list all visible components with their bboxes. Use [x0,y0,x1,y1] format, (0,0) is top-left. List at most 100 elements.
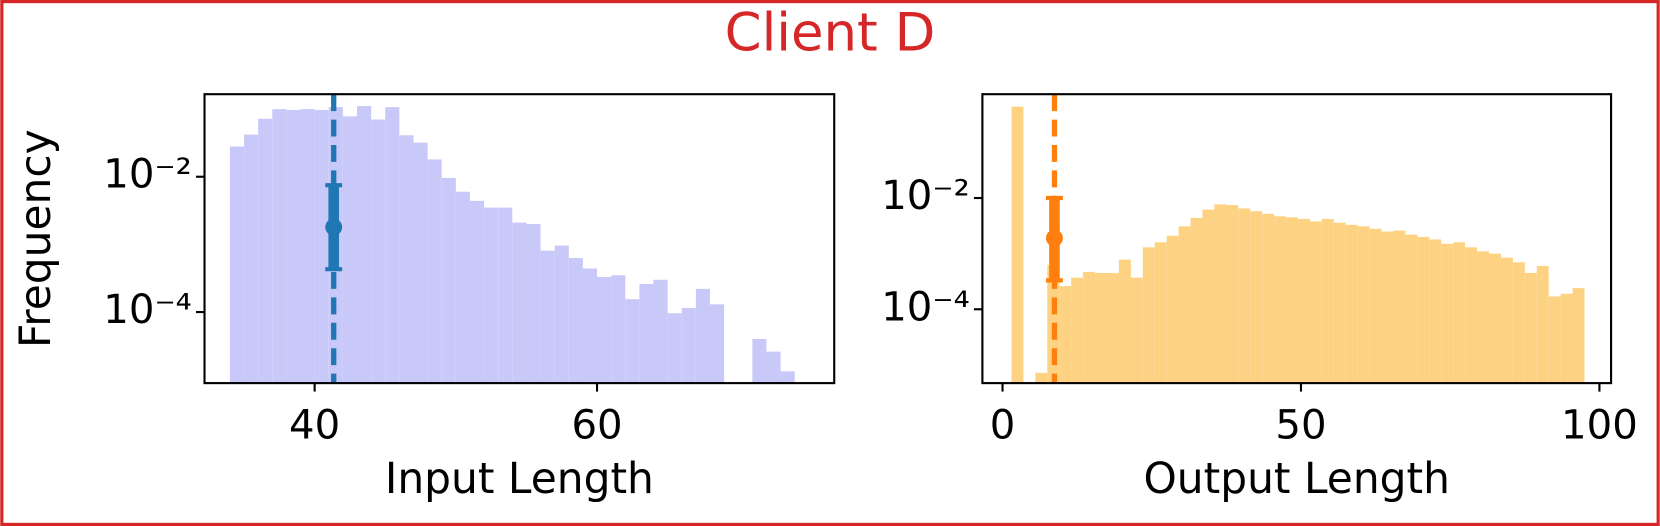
bar [1059,286,1072,384]
bar [540,250,555,384]
bar [639,283,654,384]
bar [1417,236,1430,384]
bar [1393,230,1406,384]
bar [1524,272,1537,384]
bar [244,134,259,384]
bar [1274,216,1287,384]
bar [1453,242,1466,384]
x-axis-label: Output Length [1143,454,1450,503]
bar [1190,217,1203,384]
bar [667,313,682,384]
bar [498,207,513,384]
bar [597,276,612,384]
bar [300,109,315,384]
bar [1286,217,1298,384]
bar [1297,218,1310,384]
bar [1477,251,1489,384]
bar [653,279,668,384]
bar [1142,247,1155,384]
bar [1106,272,1119,384]
x-tick-label: 40 [289,403,340,449]
error-point [1045,229,1063,247]
bar [1333,222,1346,384]
bar [1118,259,1131,384]
bar [526,224,541,384]
bar [1500,257,1513,384]
bar [625,299,640,384]
x-tick-label: 0 [990,403,1016,449]
bar [1226,204,1239,384]
bar [286,109,301,384]
bar [568,257,583,384]
bar [1250,211,1263,384]
bar [455,191,470,384]
bar [427,159,442,384]
y-tick-label: 10⁻⁴ [881,284,970,330]
bar [1369,228,1382,384]
bar [582,268,598,384]
bar [1154,242,1167,384]
bar [709,304,725,384]
y-tick-label: 10⁻² [881,173,970,219]
bar [1166,235,1179,384]
bar [1465,247,1478,384]
bar [1560,293,1573,384]
bar [314,109,329,384]
bar [229,146,245,384]
bar [554,245,569,384]
figure-title: Client D [725,3,936,64]
bar [1548,296,1561,384]
bar [1536,265,1549,384]
bar [1011,106,1024,384]
bar [681,307,696,384]
bar [1345,224,1358,384]
bar [357,106,372,384]
bar [1512,262,1525,384]
bar [441,177,456,384]
bar [1357,226,1370,384]
bar [342,116,358,384]
bar [695,288,710,384]
x-tick-label: 60 [571,403,622,449]
bar [413,142,428,384]
bar [780,371,795,384]
bar [1405,234,1418,384]
bar [1071,277,1084,384]
bar [272,109,287,384]
x-tick-label: 100 [1561,403,1638,449]
y-tick-label: 10⁻² [103,152,192,198]
bar [399,135,414,384]
bar [258,118,273,384]
bar [752,338,767,384]
bar [512,222,527,384]
bar [611,275,626,384]
y-axis-label: Frequency [11,129,60,348]
bar [1035,372,1048,384]
bar [1381,231,1394,384]
bar [1130,277,1143,384]
bar [1429,239,1442,384]
bar [1441,243,1454,384]
bar [385,107,400,384]
bar [1202,209,1215,384]
bar [1488,253,1501,384]
bar [469,200,485,384]
bar [1572,288,1585,384]
plot-frame [981,93,1613,385]
bar [1321,218,1334,384]
bar [1095,272,1107,384]
bar [1238,208,1251,384]
bar [1083,271,1096,384]
bar [1309,221,1322,384]
x-axis-label: Input Length [385,454,654,503]
bar [484,207,499,384]
bar [1214,204,1227,384]
y-tick-label: 10⁻⁴ [103,287,192,333]
bar [766,351,781,384]
plot-frame [203,93,836,385]
bar [1262,213,1275,384]
error-point [325,218,343,236]
bar [1178,226,1191,384]
